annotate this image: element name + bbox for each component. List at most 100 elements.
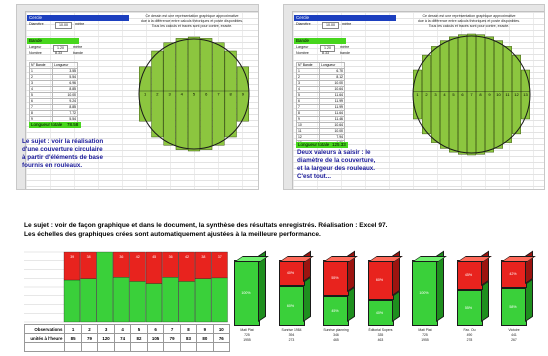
strip-label: 3 bbox=[168, 92, 171, 97]
value-label: 346 bbox=[333, 333, 339, 337]
bar-segment-green bbox=[96, 251, 113, 323]
observation-cell bbox=[113, 342, 132, 352]
spreadsheet-window-left: Cercle Diamètre 10.00 mètre Bande Largeu… bbox=[16, 4, 259, 190]
strip-label: 6 bbox=[461, 92, 464, 97]
total-row: Longueur totale 125.33 bbox=[296, 142, 348, 148]
description-text: Deux valeurs à saisir : le diamètre de l… bbox=[297, 149, 375, 181]
total-value: 78.58 bbox=[67, 122, 79, 127]
category-label: Mati Plat bbox=[240, 328, 254, 332]
notice-line: Ce dessin est une représentation graphiq… bbox=[422, 14, 516, 18]
notice-line: due à la différence entre calculs théori… bbox=[417, 19, 521, 23]
observation-cell: 79 bbox=[80, 333, 99, 343]
category-label: Fax. Ou bbox=[463, 328, 476, 332]
nombre-value: 8.33 bbox=[322, 51, 329, 55]
strip-label: 5 bbox=[193, 92, 196, 97]
bande-header: Bande bbox=[294, 38, 346, 44]
row-header bbox=[17, 11, 26, 189]
value-label: 335 bbox=[377, 333, 384, 337]
strip-label: 10 bbox=[496, 92, 501, 97]
percent-label: 55% bbox=[464, 305, 473, 310]
percent-label: 55% bbox=[331, 276, 339, 281]
segment-label: 39 bbox=[70, 255, 74, 259]
table-row bbox=[23, 342, 231, 352]
table-row: Observations 1 2 3 4 5 6 7 8 9 10 bbox=[23, 324, 231, 334]
coverage-strip bbox=[476, 34, 485, 155]
description-line: C'est tout... bbox=[297, 173, 332, 180]
strip-label: 6 bbox=[205, 92, 208, 97]
description-line: d'une couverture circulaire bbox=[22, 146, 103, 153]
bar-segment-red bbox=[501, 250, 536, 288]
observation-cell bbox=[80, 342, 99, 352]
observation-cell bbox=[196, 342, 214, 352]
notice-text: Ce dessin est une représentation graphiq… bbox=[131, 14, 253, 29]
percent-label: 100% bbox=[419, 291, 429, 295]
bar-segment-red bbox=[367, 250, 403, 300]
bar-segment-red bbox=[211, 251, 228, 279]
strip-label: 9 bbox=[488, 92, 491, 97]
percent-label: 40% bbox=[286, 271, 295, 276]
coverage-strip bbox=[163, 42, 176, 146]
nombre-unit: bande bbox=[73, 51, 83, 55]
nombre-unit: bande bbox=[340, 51, 350, 55]
diametre-value[interactable]: 10.00 bbox=[322, 22, 339, 29]
strip-label: 2 bbox=[425, 92, 428, 97]
category-label: Sunrise planning bbox=[323, 328, 349, 332]
bar-segment-red bbox=[162, 251, 179, 278]
strip-label: 8 bbox=[230, 92, 233, 97]
segment-label: 36 bbox=[119, 255, 123, 259]
value-label: 725 bbox=[244, 333, 250, 337]
observation-cell bbox=[179, 342, 198, 352]
coverage-circle-outline bbox=[412, 35, 531, 154]
largeur-unit: mètre bbox=[73, 45, 83, 49]
bar-segment-green bbox=[234, 250, 269, 326]
description-line: Deux valeurs à saisir : le bbox=[297, 149, 371, 156]
description-line: Le sujet : voir la réalisation bbox=[22, 138, 104, 145]
column-header bbox=[284, 5, 544, 12]
bar-segment-red bbox=[145, 251, 163, 284]
bar-segment-green bbox=[178, 281, 195, 323]
description-text: Le sujet : voir la réalisation d'une cou… bbox=[22, 138, 103, 170]
observation-cell: 83 bbox=[179, 333, 198, 343]
total-label: Longueur totale bbox=[31, 122, 63, 127]
row-header bbox=[284, 11, 293, 189]
value-label: 267 bbox=[511, 338, 517, 342]
bar-segment-green bbox=[456, 280, 489, 326]
circle-coverage-drawing: 1 2 3 4 5 6 7 8 9 10 11 12 13 bbox=[412, 33, 531, 156]
observation-cell: 6 bbox=[146, 324, 165, 334]
strip-label: 5 bbox=[452, 92, 455, 97]
description-line: à partir d'éléments de base bbox=[22, 154, 103, 161]
largeur-unit: mètre bbox=[340, 45, 350, 49]
value-label: 441 bbox=[511, 333, 517, 337]
observation-cell bbox=[163, 342, 181, 352]
coverage-strip bbox=[151, 50, 164, 138]
headline-line: Les échelles des graphiques crées sont a… bbox=[24, 231, 321, 238]
bar-segment-red bbox=[456, 250, 492, 290]
coverage-strip bbox=[503, 46, 512, 143]
bar-segment-green bbox=[501, 278, 533, 326]
strip-label: 1 bbox=[144, 92, 147, 97]
strip-label: 1 bbox=[416, 92, 419, 97]
percent-label: 100% bbox=[241, 291, 251, 295]
percent-label: 40% bbox=[375, 310, 384, 315]
segment-label: 37 bbox=[218, 255, 222, 259]
strip-label: 12 bbox=[514, 92, 519, 97]
observation-cell: 80 bbox=[196, 333, 214, 343]
largeur-value[interactable]: 1.20 bbox=[53, 45, 68, 52]
observation-cell bbox=[97, 342, 115, 352]
bar-front bbox=[501, 260, 527, 288]
observation-cell: 5 bbox=[130, 324, 148, 334]
segment-label: 36 bbox=[169, 255, 173, 259]
coverage-strip bbox=[431, 46, 440, 143]
observation-cell bbox=[146, 342, 165, 352]
diametre-value[interactable]: 10.00 bbox=[55, 22, 72, 29]
table-row: unités à l'heure 85 79 120 74 82 105 79 83 80 76 bbox=[23, 333, 231, 343]
strip-label: 11 bbox=[505, 92, 510, 97]
total-row: Longueur totale 78.58 bbox=[29, 122, 81, 128]
notice-line: due à la différence entre calculs théori… bbox=[140, 19, 244, 23]
bande-table: N° Bande Longueur 1 6.70 2 8.12 3 10.00 4 10.64… bbox=[296, 62, 345, 147]
cercle-header: Cercle bbox=[294, 15, 396, 21]
observation-cell: 2 bbox=[80, 324, 99, 334]
bar-segment-green bbox=[162, 277, 179, 323]
largeur-value[interactable]: 1.20 bbox=[320, 45, 335, 52]
bar-segment-red bbox=[178, 251, 195, 282]
